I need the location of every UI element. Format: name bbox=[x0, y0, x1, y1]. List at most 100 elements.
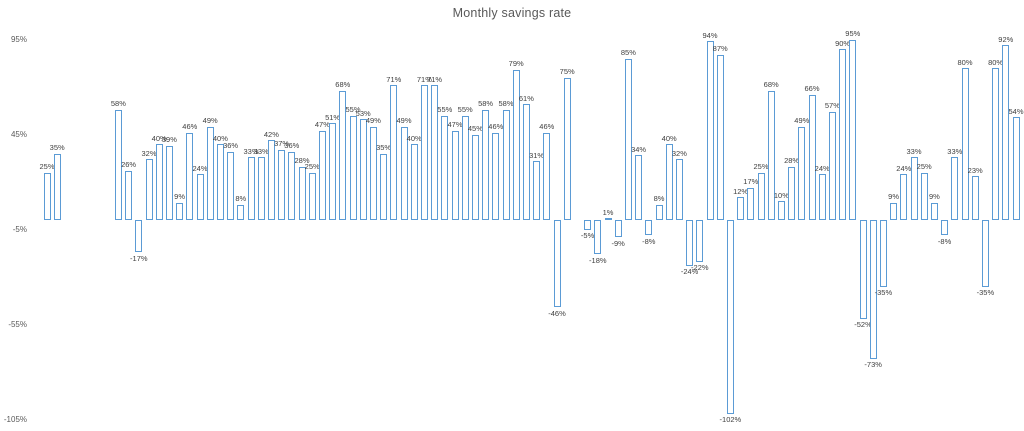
bar bbox=[920, 172, 928, 220]
bar-value-label: -46% bbox=[548, 308, 566, 318]
chart-title: Monthly savings rate bbox=[452, 6, 572, 20]
bar-value-label: 85% bbox=[620, 48, 636, 57]
bar bbox=[665, 144, 673, 220]
bar bbox=[828, 111, 836, 220]
bar-value-label: 61% bbox=[518, 93, 534, 103]
bar bbox=[584, 220, 592, 230]
bar-value-label: 46% bbox=[488, 122, 504, 132]
bar-value-label: 34% bbox=[631, 144, 647, 154]
bar bbox=[675, 159, 683, 220]
y-axis-tick-label: -105% bbox=[3, 414, 27, 424]
bar bbox=[533, 161, 541, 220]
bar bbox=[461, 115, 469, 220]
bar-value-label: 40% bbox=[406, 133, 422, 143]
bar-value-label: 35% bbox=[49, 143, 65, 152]
bar bbox=[431, 85, 439, 220]
bar bbox=[900, 174, 908, 220]
bar-value-label: -52% bbox=[854, 320, 872, 330]
bar-value-label: 42% bbox=[263, 129, 279, 139]
bar bbox=[359, 119, 367, 220]
bar-value-label: -18% bbox=[589, 255, 607, 265]
bar-value-label: 9% bbox=[928, 192, 940, 202]
bar bbox=[471, 134, 479, 220]
bar-value-label: 55% bbox=[437, 105, 453, 114]
bar bbox=[706, 41, 714, 220]
bar bbox=[808, 94, 816, 220]
y-axis-tick-label: -5% bbox=[12, 224, 27, 234]
bar bbox=[971, 176, 979, 220]
bar-value-label: -9% bbox=[611, 238, 625, 248]
bar bbox=[890, 202, 898, 220]
bar bbox=[910, 157, 918, 220]
bar bbox=[349, 115, 357, 220]
bar-value-label: 47% bbox=[447, 120, 463, 130]
bar-value-label: 40% bbox=[212, 133, 228, 143]
bar bbox=[186, 132, 194, 220]
bar bbox=[757, 172, 765, 220]
bar-value-label: -8% bbox=[642, 236, 656, 246]
bar-value-label: 23% bbox=[967, 165, 983, 175]
bar-value-label: 92% bbox=[998, 34, 1014, 44]
bar-value-label: -24% bbox=[680, 267, 699, 277]
bar bbox=[655, 204, 663, 220]
bar-value-label: 71% bbox=[416, 74, 432, 84]
bar-value-label: 8% bbox=[235, 194, 247, 204]
bar-value-label: 55% bbox=[345, 105, 361, 114]
bar bbox=[553, 220, 561, 308]
bar bbox=[329, 123, 337, 220]
bar-value-label: -35% bbox=[874, 288, 893, 297]
bar-value-label: -8% bbox=[937, 236, 952, 246]
bar-value-label: 71% bbox=[386, 74, 402, 84]
bar-value-label: 79% bbox=[508, 59, 524, 69]
bar-value-label: 36% bbox=[284, 141, 300, 151]
bar bbox=[267, 140, 275, 220]
bar-value-label: 87% bbox=[712, 44, 728, 54]
bar bbox=[135, 220, 143, 253]
bar bbox=[543, 132, 551, 220]
bar bbox=[614, 220, 622, 238]
bar bbox=[992, 68, 1000, 220]
bar bbox=[645, 220, 653, 236]
bar bbox=[380, 153, 388, 220]
bar bbox=[1002, 45, 1010, 220]
bar bbox=[369, 126, 377, 220]
bar-value-label: -35% bbox=[976, 288, 995, 297]
bar bbox=[227, 151, 235, 220]
bar bbox=[390, 85, 398, 220]
bar-value-label: 75% bbox=[559, 67, 575, 76]
bar-value-label: -17% bbox=[130, 253, 148, 263]
bar-value-label: 33% bbox=[243, 146, 259, 156]
bar-value-label: -102% bbox=[719, 415, 742, 425]
bar-value-label: 45% bbox=[467, 124, 483, 133]
y-axis-tick-label: 95% bbox=[10, 34, 27, 44]
bar-value-label: 33% bbox=[906, 146, 922, 156]
bar-value-label: 26% bbox=[121, 160, 137, 170]
bar-value-label: 25% bbox=[753, 162, 769, 171]
bar bbox=[114, 109, 122, 220]
bar-value-label: 51% bbox=[325, 112, 341, 122]
bar bbox=[604, 218, 612, 221]
bar-value-label: 46% bbox=[539, 122, 555, 132]
bar bbox=[420, 85, 428, 220]
bar bbox=[849, 39, 857, 220]
bar-value-label: 80% bbox=[957, 57, 973, 67]
bar bbox=[53, 153, 61, 220]
bar bbox=[155, 144, 163, 220]
bar-value-label: 24% bbox=[896, 163, 912, 173]
bar-value-label: 9% bbox=[174, 192, 186, 202]
bar bbox=[563, 77, 571, 220]
bar-value-label: 68% bbox=[763, 80, 779, 90]
bar-value-label: 57% bbox=[824, 101, 840, 111]
bar bbox=[859, 220, 867, 319]
bar bbox=[1012, 117, 1020, 220]
bar bbox=[512, 69, 520, 220]
bar-value-label: 49% bbox=[396, 116, 412, 126]
bar-value-label: 66% bbox=[804, 84, 820, 94]
bar-value-label: 55% bbox=[457, 105, 473, 114]
bar bbox=[839, 49, 847, 220]
bar-value-label: 47% bbox=[314, 120, 330, 130]
bar-value-label: 25% bbox=[916, 162, 932, 171]
bar-value-label: 58% bbox=[110, 99, 126, 109]
bar-value-label: 32% bbox=[671, 148, 687, 158]
